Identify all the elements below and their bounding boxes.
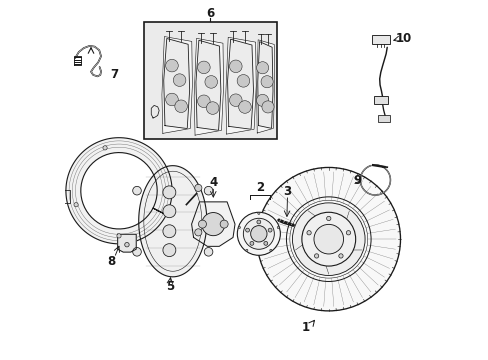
Circle shape [245,228,249,232]
Circle shape [257,167,400,311]
Circle shape [314,254,318,258]
Circle shape [197,95,210,108]
Circle shape [238,101,251,113]
Circle shape [256,62,268,74]
Circle shape [117,234,121,238]
Text: 2: 2 [255,181,264,194]
Circle shape [204,248,212,256]
Polygon shape [194,39,223,135]
Circle shape [194,184,202,192]
Circle shape [229,94,242,107]
Polygon shape [257,42,272,129]
Circle shape [261,76,273,88]
Text: 6: 6 [206,8,214,21]
Circle shape [277,226,279,229]
Circle shape [197,61,210,74]
Circle shape [206,102,219,114]
Circle shape [250,226,266,242]
Circle shape [326,216,330,221]
Circle shape [124,242,129,247]
Circle shape [306,231,310,235]
Circle shape [165,93,178,106]
Circle shape [165,59,178,72]
Circle shape [262,101,273,113]
Circle shape [163,205,176,218]
Circle shape [257,212,260,215]
Circle shape [204,186,212,195]
Polygon shape [66,138,172,244]
Bar [371,36,389,44]
Circle shape [237,212,280,255]
Polygon shape [191,202,235,246]
Circle shape [163,225,176,238]
Circle shape [163,186,176,199]
Circle shape [204,76,217,88]
Circle shape [313,224,343,254]
Polygon shape [139,166,206,277]
Circle shape [237,75,249,87]
Circle shape [346,231,350,235]
Circle shape [245,249,247,251]
Circle shape [301,212,355,266]
Circle shape [243,218,274,249]
Text: 8: 8 [107,255,116,268]
Text: 10: 10 [395,32,411,45]
Circle shape [264,242,267,245]
Bar [377,115,389,122]
Polygon shape [227,39,253,129]
Circle shape [238,226,240,229]
Circle shape [132,186,141,195]
Polygon shape [196,40,221,130]
Circle shape [202,212,224,236]
Polygon shape [162,37,192,134]
Circle shape [220,220,228,228]
Circle shape [338,254,343,258]
Circle shape [292,203,365,275]
Circle shape [229,60,242,73]
Text: 5: 5 [165,280,174,293]
Circle shape [163,244,176,257]
Circle shape [269,249,271,251]
Circle shape [74,203,78,207]
Bar [144,22,276,139]
Polygon shape [163,39,189,129]
Bar [373,96,387,104]
Polygon shape [256,40,274,133]
Circle shape [102,146,107,150]
Circle shape [132,248,141,256]
Text: 3: 3 [283,185,291,198]
Circle shape [198,220,206,228]
Polygon shape [118,234,136,252]
Polygon shape [225,37,256,134]
Circle shape [249,242,253,245]
Polygon shape [151,105,159,118]
Circle shape [194,229,202,236]
Circle shape [175,100,187,113]
Text: 4: 4 [209,176,217,189]
Circle shape [267,228,271,232]
Circle shape [173,74,185,86]
Text: 9: 9 [353,174,361,187]
Circle shape [256,94,268,107]
Text: 1: 1 [302,320,309,333]
Text: 7: 7 [110,68,119,81]
Circle shape [256,220,260,224]
